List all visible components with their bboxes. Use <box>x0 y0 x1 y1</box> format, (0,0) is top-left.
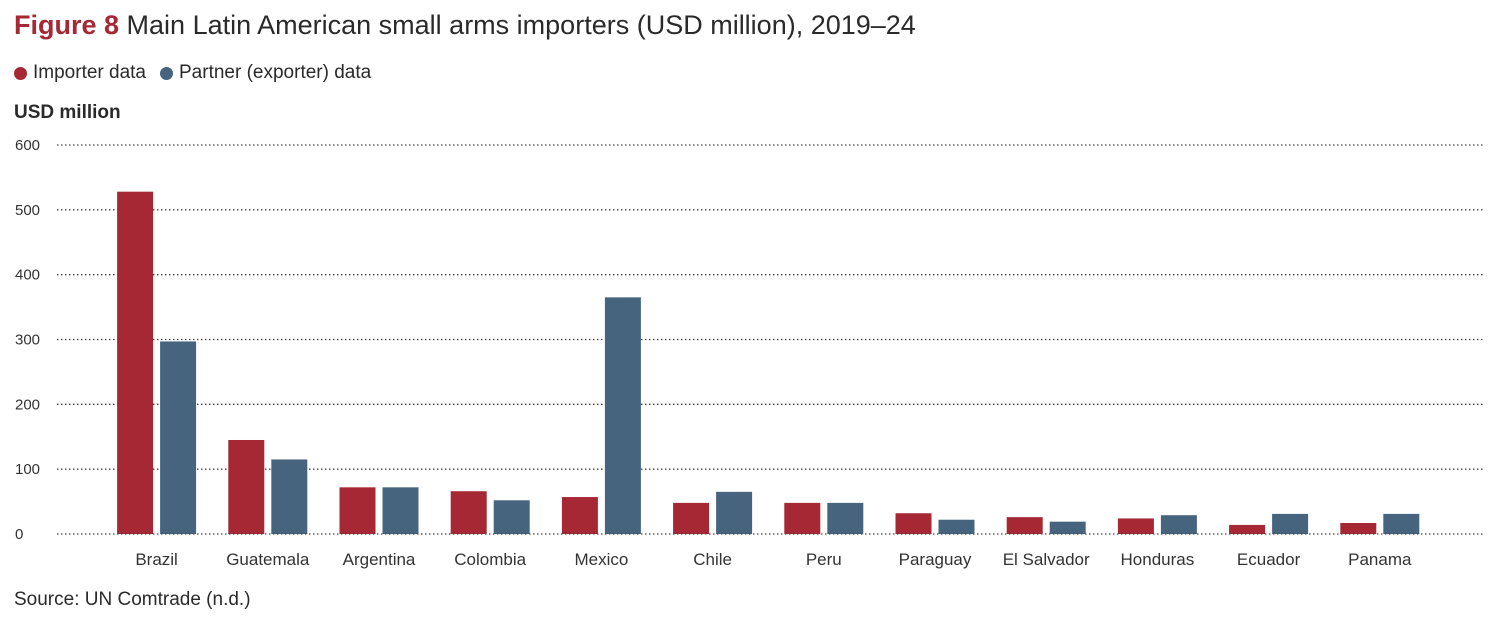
bar-guatemala-partner <box>271 459 308 534</box>
bar-argentina-partner <box>382 487 419 534</box>
x-tick-label-chile: Chile <box>693 550 732 569</box>
bar-paraguay-partner <box>938 519 975 534</box>
bar-argentina-importer <box>339 487 376 534</box>
bar-ecuador-importer <box>1229 524 1266 534</box>
legend-item-importer: Importer data <box>14 62 146 84</box>
bar-honduras-importer <box>1117 518 1154 534</box>
bar-panama-partner <box>1383 513 1420 534</box>
bar-paraguay-importer <box>895 513 932 534</box>
bar-ecuador-partner <box>1272 513 1309 534</box>
y-tick-label-100: 100 <box>15 461 40 478</box>
legend-swatch-importer <box>14 66 27 80</box>
legend-label-partner: Partner (exporter) data <box>179 62 372 83</box>
x-tick-label-colombia: Colombia <box>454 550 526 569</box>
bar-honduras-partner <box>1160 515 1197 534</box>
bar-peru-importer <box>784 502 821 534</box>
y-tick-label-400: 400 <box>15 267 40 284</box>
y-tick-label-500: 500 <box>15 202 40 219</box>
legend-label-importer: Importer data <box>33 62 146 83</box>
bar-el-salvador-importer <box>1006 517 1043 534</box>
bar-brazil-importer <box>117 191 154 534</box>
x-tick-label-honduras: Honduras <box>1121 550 1195 569</box>
x-tick-label-argentina: Argentina <box>343 550 416 569</box>
bar-brazil-partner <box>160 341 197 534</box>
bar-mexico-importer <box>561 497 598 534</box>
y-tick-label-600: 600 <box>15 137 40 154</box>
x-tick-label-brazil: Brazil <box>135 550 178 569</box>
x-tick-label-paraguay: Paraguay <box>899 550 972 569</box>
x-tick-label-guatemala: Guatemala <box>226 550 310 569</box>
x-tick-label-mexico: Mexico <box>574 550 628 569</box>
figure-title: Main Latin American small arms importers… <box>126 10 916 40</box>
y-tick-label-200: 200 <box>15 396 40 413</box>
y-tick-label-0: 0 <box>15 526 23 543</box>
x-tick-label-el-salvador: El Salvador <box>1003 550 1090 569</box>
x-tick-label-ecuador: Ecuador <box>1237 550 1301 569</box>
figure-label: Figure 8 <box>14 10 120 40</box>
bar-chile-importer <box>673 502 710 534</box>
source-note: Source: UN Comtrade (n.d.) <box>14 589 251 610</box>
legend-swatch-partner <box>160 66 173 80</box>
y-tick-label-300: 300 <box>15 332 40 349</box>
x-tick-label-panama: Panama <box>1348 550 1412 569</box>
legend-item-partner: Partner (exporter) data <box>160 62 371 84</box>
x-tick-label-peru: Peru <box>806 550 842 569</box>
bar-chile-partner <box>716 491 753 534</box>
bar-colombia-partner <box>493 500 530 534</box>
bar-peru-partner <box>827 502 864 534</box>
bar-guatemala-importer <box>228 439 265 534</box>
chart-title: Figure 8 Main Latin American small arms … <box>14 10 916 41</box>
legend: Importer data Partner (exporter) data <box>14 62 385 84</box>
bar-el-salvador-partner <box>1049 521 1086 534</box>
y-axis-unit-label: USD million <box>14 102 121 123</box>
bar-colombia-importer <box>450 491 487 534</box>
bar-panama-importer <box>1340 522 1377 534</box>
bar-mexico-partner <box>604 297 641 534</box>
